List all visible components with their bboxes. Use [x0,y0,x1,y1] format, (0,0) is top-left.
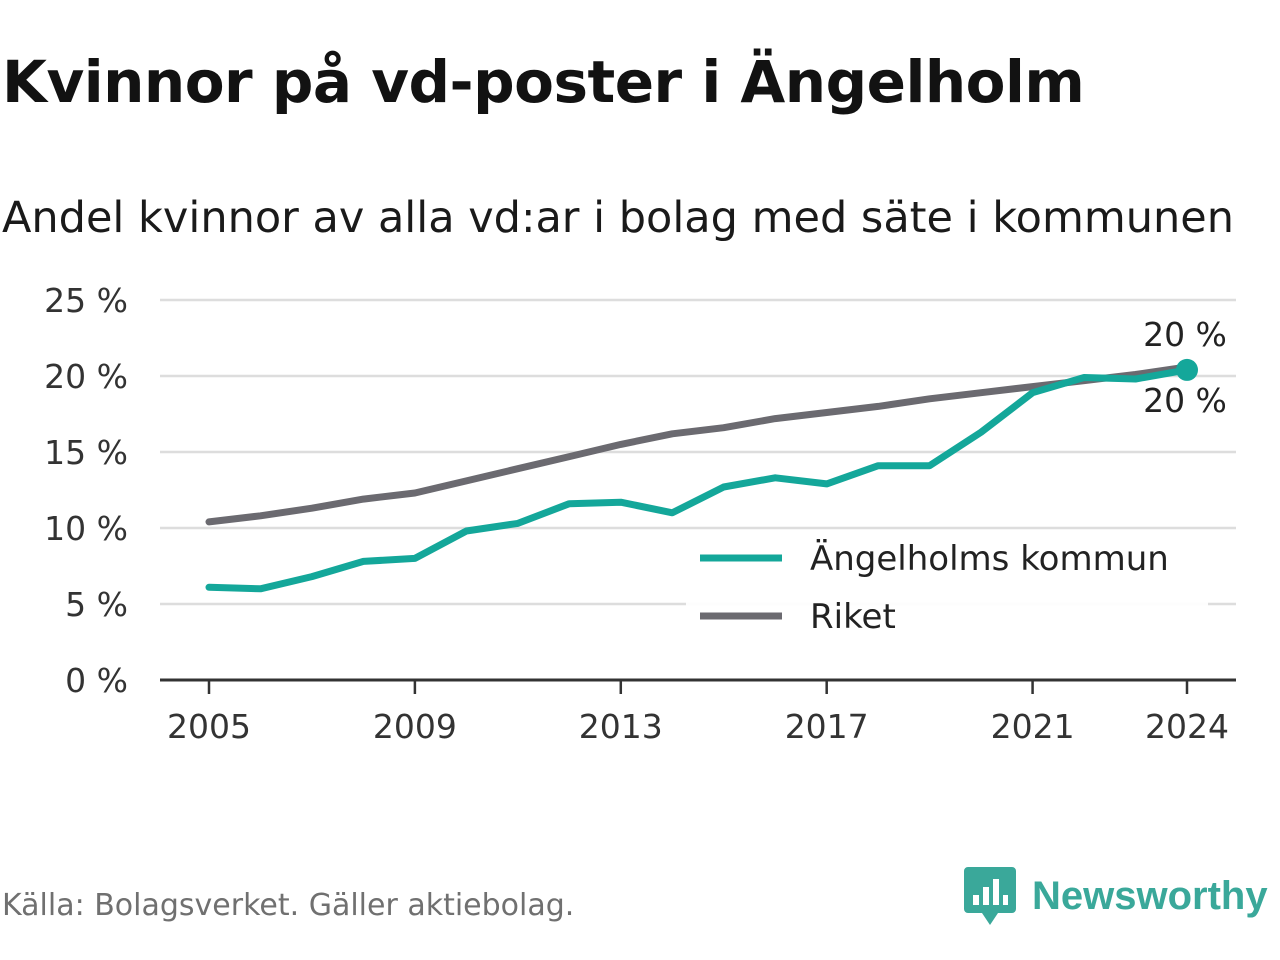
y-tick-label: 5 % [65,585,128,624]
line-chart: 0 %5 %10 %15 %20 %25 % 2005 2009 2013 2017 2… [44,281,1236,746]
x-tick-label: 2017 [785,707,869,746]
x-tick-label: 2024 [1145,707,1229,746]
end-point-marker [1176,358,1198,381]
source-note: Källa: Bolagsverket. Gäller aktiebolag. [2,888,575,923]
series-line-riket [205,363,1191,526]
chart-subtitle: Andel kvinnor av alla vd:ar i bolag med … [2,193,1234,243]
series-lines [205,358,1198,593]
brand-name: Newsworthy [1032,873,1268,918]
x-axis: 2005 2009 2013 2017 2021 2024 [160,678,1236,746]
x-tick-label: 2013 [579,707,663,746]
y-tick-label: 0 % [65,661,128,700]
x-tick-label: 2009 [373,707,457,746]
legend-label: Ängelholms kommun [810,539,1169,579]
series-line-angelholm [205,366,1191,593]
y-tick-label: 15 % [44,433,128,472]
brand-logo: Newsworthy [964,864,1268,928]
y-tick-label: 20 % [44,357,128,396]
y-tick-label: 10 % [44,509,128,548]
end-label-angelholm: 20 % [1143,381,1227,420]
end-label-riket: 20 % [1143,315,1227,354]
x-tick-label: 2005 [167,707,251,746]
x-tick-label: 2021 [991,707,1075,746]
legend-label: Riket [810,597,896,637]
chart-title: Kvinnor på vd-poster i Ängelholm [2,48,1085,116]
end-labels: 20 % 20 % [1143,315,1227,420]
y-axis-ticks: 0 % 5 % 10 % 15 % 20 % 25 % [44,281,128,700]
y-tick-label: 25 % [44,281,128,320]
legend-background [686,530,1208,650]
newsworthy-logo-icon [964,867,1016,925]
legend: Ängelholms kommun Riket [686,530,1208,650]
